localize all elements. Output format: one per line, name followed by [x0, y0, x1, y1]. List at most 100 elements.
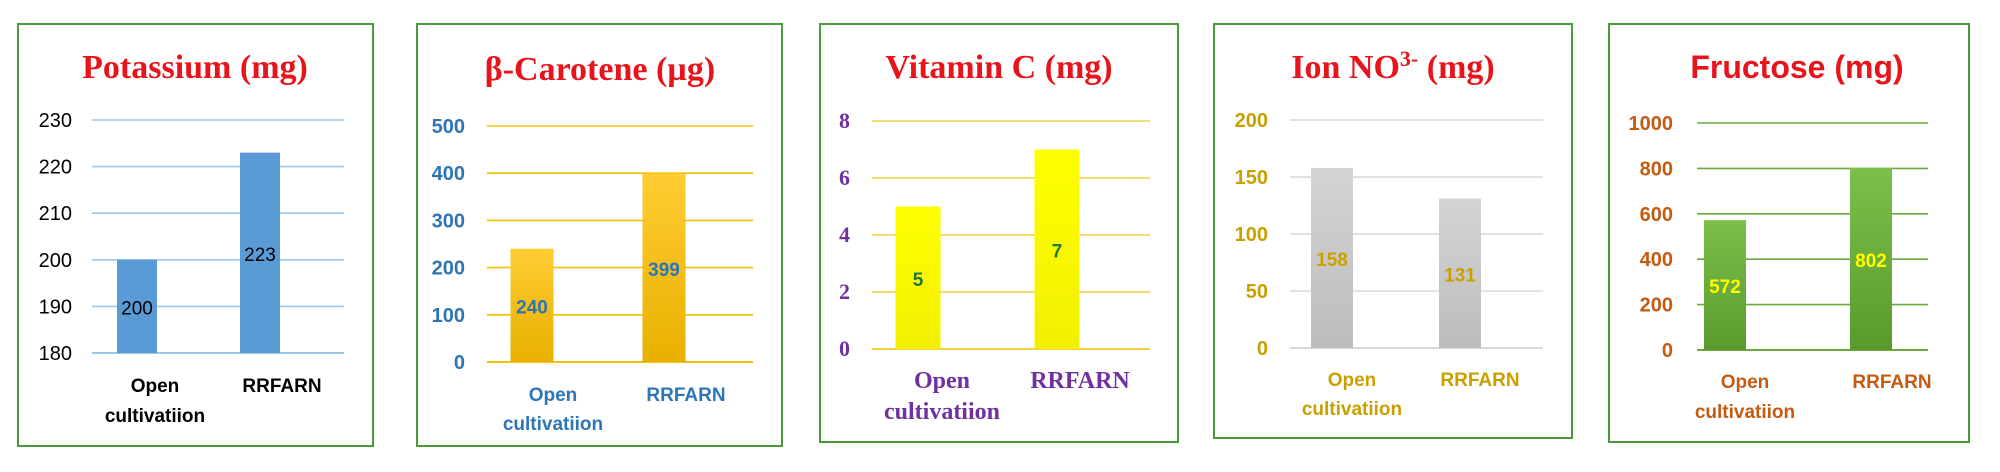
y-tick-label: 300 — [432, 210, 465, 232]
y-tick-label: 400 — [432, 163, 465, 185]
panel-frame — [819, 23, 1179, 443]
y-tick-label: 200 — [1640, 295, 1673, 317]
category-label-rrfarn: RRFARN — [1030, 368, 1130, 394]
y-axis: 1000 800 600 400 200 0 — [1629, 113, 1674, 362]
category-label-open-line1: Open — [529, 385, 578, 406]
y-tick-label: 200 — [39, 250, 72, 272]
y-tick-label: 1000 — [1629, 113, 1674, 135]
panel-frame — [1213, 23, 1573, 439]
bar-open-cultivation — [1311, 167, 1353, 348]
chart-title-superscript: 3- — [1400, 46, 1418, 71]
chart-title: β-Carotene (µg) — [485, 51, 715, 88]
category-label-open-line1: Open — [914, 368, 970, 394]
y-tick-label: 0 — [839, 336, 850, 361]
y-axis: 230 220 210 200 190 180 — [39, 110, 72, 365]
panel-vitamin-c: Vitamin C (mg) 8 6 4 2 0 5 7 Open cultiv… — [819, 23, 1179, 443]
bar-open-cultivation — [510, 248, 554, 362]
y-tick-label: 190 — [39, 296, 72, 318]
bars — [1704, 167, 1892, 350]
panel-fructose: Fructose (mg) 1000 800 600 400 200 0 572… — [1608, 23, 1970, 443]
y-tick-label: 800 — [1640, 158, 1673, 180]
y-tick-label: 180 — [39, 343, 72, 365]
chart-title-main: Ion NO — [1291, 49, 1400, 86]
data-label: 131 — [1444, 265, 1476, 286]
y-tick-label: 150 — [1235, 167, 1268, 189]
bar-open-cultivation — [117, 259, 157, 353]
category-label-open-line1: Open — [1721, 372, 1770, 393]
y-tick-label: 200 — [432, 258, 465, 280]
x-axis: Open cultivatiion RRFARN — [884, 368, 1130, 425]
data-label: 802 — [1855, 251, 1887, 272]
bar-rrfarn — [240, 152, 280, 353]
x-axis: Open cultivatiion RRFARN — [105, 376, 322, 427]
data-label: 572 — [1709, 277, 1741, 298]
category-label-rrfarn: RRFARN — [1440, 370, 1519, 391]
y-tick-label: 230 — [39, 110, 72, 132]
chart-title-unit: (mg) — [1418, 49, 1494, 86]
gridlines — [872, 120, 1150, 350]
y-tick-label: 500 — [432, 116, 465, 138]
data-labels: 200 223 — [121, 245, 276, 320]
category-label-open-line1: Open — [131, 376, 180, 397]
category-label-rrfarn: RRFARN — [242, 376, 321, 397]
bar-rrfarn — [1439, 198, 1481, 348]
y-tick-label: 0 — [1662, 340, 1673, 362]
bars — [510, 173, 686, 362]
data-labels: 5 7 — [913, 241, 1063, 291]
data-label: 5 — [913, 270, 924, 291]
y-tick-label: 200 — [1235, 110, 1268, 132]
data-label: 158 — [1316, 250, 1348, 271]
panel-beta-carotene: β-Carotene (µg) 500 400 300 200 100 0 24… — [416, 23, 783, 447]
bar-rrfarn — [1034, 149, 1080, 349]
y-tick-label: 0 — [1257, 338, 1268, 360]
category-label-open-line2: cultivatiion — [105, 406, 205, 427]
bars — [895, 149, 1080, 349]
y-tick-label: 2 — [839, 279, 850, 304]
y-axis: 8 6 4 2 0 — [839, 108, 850, 361]
bar-rrfarn — [642, 173, 686, 362]
data-label: 223 — [244, 245, 276, 266]
y-tick-label: 100 — [432, 305, 465, 327]
y-tick-label: 600 — [1640, 204, 1673, 226]
data-label: 240 — [516, 297, 548, 318]
y-tick-label: 6 — [839, 165, 850, 190]
y-tick-label: 400 — [1640, 249, 1673, 271]
chart-title: Ion NO3- (mg) — [1291, 46, 1494, 86]
bars — [1311, 167, 1481, 348]
data-label: 399 — [648, 260, 680, 281]
data-labels: 240 399 — [516, 260, 680, 319]
y-axis: 500 400 300 200 100 0 — [432, 116, 465, 374]
chart-title: Potassium (mg) — [82, 49, 308, 86]
category-label-open-line2: cultivatiion — [1695, 402, 1795, 423]
y-tick-label: 0 — [454, 352, 465, 374]
y-tick-label: 220 — [39, 157, 72, 179]
category-label-rrfarn: RRFARN — [1852, 372, 1931, 393]
x-axis: Open cultivatiion RRFARN — [503, 385, 726, 435]
y-tick-label: 210 — [39, 203, 72, 225]
category-label-open-line2: cultivatiion — [884, 399, 1000, 425]
chart-title: Vitamin C (mg) — [885, 49, 1112, 86]
category-label-open-line2: cultivatiion — [1302, 399, 1402, 420]
panel-frame — [17, 23, 374, 447]
data-label: 7 — [1052, 241, 1063, 262]
category-label-open-line1: Open — [1328, 370, 1377, 391]
x-axis: Open cultivatiion RRFARN — [1302, 370, 1520, 420]
bars — [117, 152, 280, 353]
panel-frame — [1608, 23, 1970, 443]
data-labels: 158 131 — [1316, 250, 1476, 286]
chart-title: Fructose (mg) — [1690, 49, 1903, 85]
data-label: 200 — [121, 298, 153, 319]
y-tick-label: 100 — [1235, 224, 1268, 246]
x-axis: Open cultivatiion RRFARN — [1695, 372, 1932, 423]
category-label-rrfarn: RRFARN — [646, 385, 725, 406]
bar-open-cultivation — [895, 206, 941, 349]
y-tick-label: 4 — [839, 222, 850, 247]
bar-open-cultivation — [1704, 220, 1746, 350]
panel-ion-no3: Ion NO3- (mg) 200 150 100 50 0 158 131 O… — [1213, 23, 1573, 439]
category-label-open-line2: cultivatiion — [503, 414, 603, 435]
y-tick-label: 50 — [1246, 281, 1268, 303]
panel-frame — [416, 23, 783, 447]
panel-potassium: Potassium (mg) 230 220 210 200 190 180 2… — [17, 23, 374, 447]
y-axis: 200 150 100 50 0 — [1235, 110, 1268, 360]
